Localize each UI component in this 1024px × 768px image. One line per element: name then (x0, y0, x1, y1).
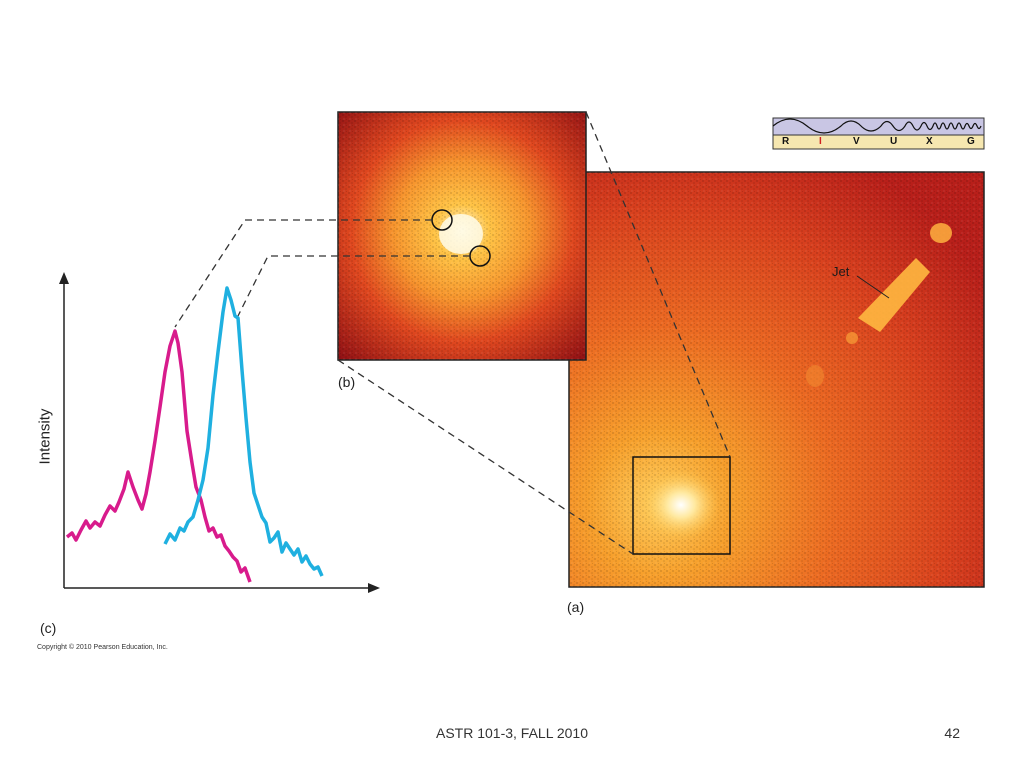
jet-label: Jet (832, 264, 850, 279)
band-label-V: V (853, 136, 860, 147)
panel-b-label: (b) (338, 374, 356, 390)
slide-footer: ASTR 101-3, FALL 2010 (435, 725, 589, 741)
panel-c-label: (c) (40, 620, 57, 636)
intensity-plot (59, 272, 380, 593)
copyright-notice: Copyright © 2010 Pearson Education, Inc. (37, 644, 168, 651)
band-label-U: U (890, 136, 898, 147)
y-axis-label: Intensity (36, 408, 54, 465)
zoom-connectors (174, 111, 731, 555)
jet-feature (806, 223, 952, 387)
cyan-intensity-curve (163, 286, 324, 577)
panel-a-label: (a) (567, 599, 585, 615)
band-label-G: G (967, 136, 975, 147)
y-axis-arrow-icon (59, 272, 69, 284)
zoom-box (632, 456, 731, 555)
spectrum-wave (772, 118, 982, 134)
band-label-I: I (819, 136, 822, 147)
magenta-intensity-curve (65, 329, 252, 583)
band-label-R: R (782, 136, 790, 147)
x-axis-arrow-icon (368, 583, 380, 593)
spectrum-band-labels: R I V U X G (773, 135, 984, 149)
spectrum-band-strip (772, 117, 985, 150)
panel-a-image (568, 171, 985, 588)
panel-b-image (337, 111, 587, 361)
page-number: 42 (944, 725, 960, 741)
band-label-X: X (926, 136, 933, 147)
